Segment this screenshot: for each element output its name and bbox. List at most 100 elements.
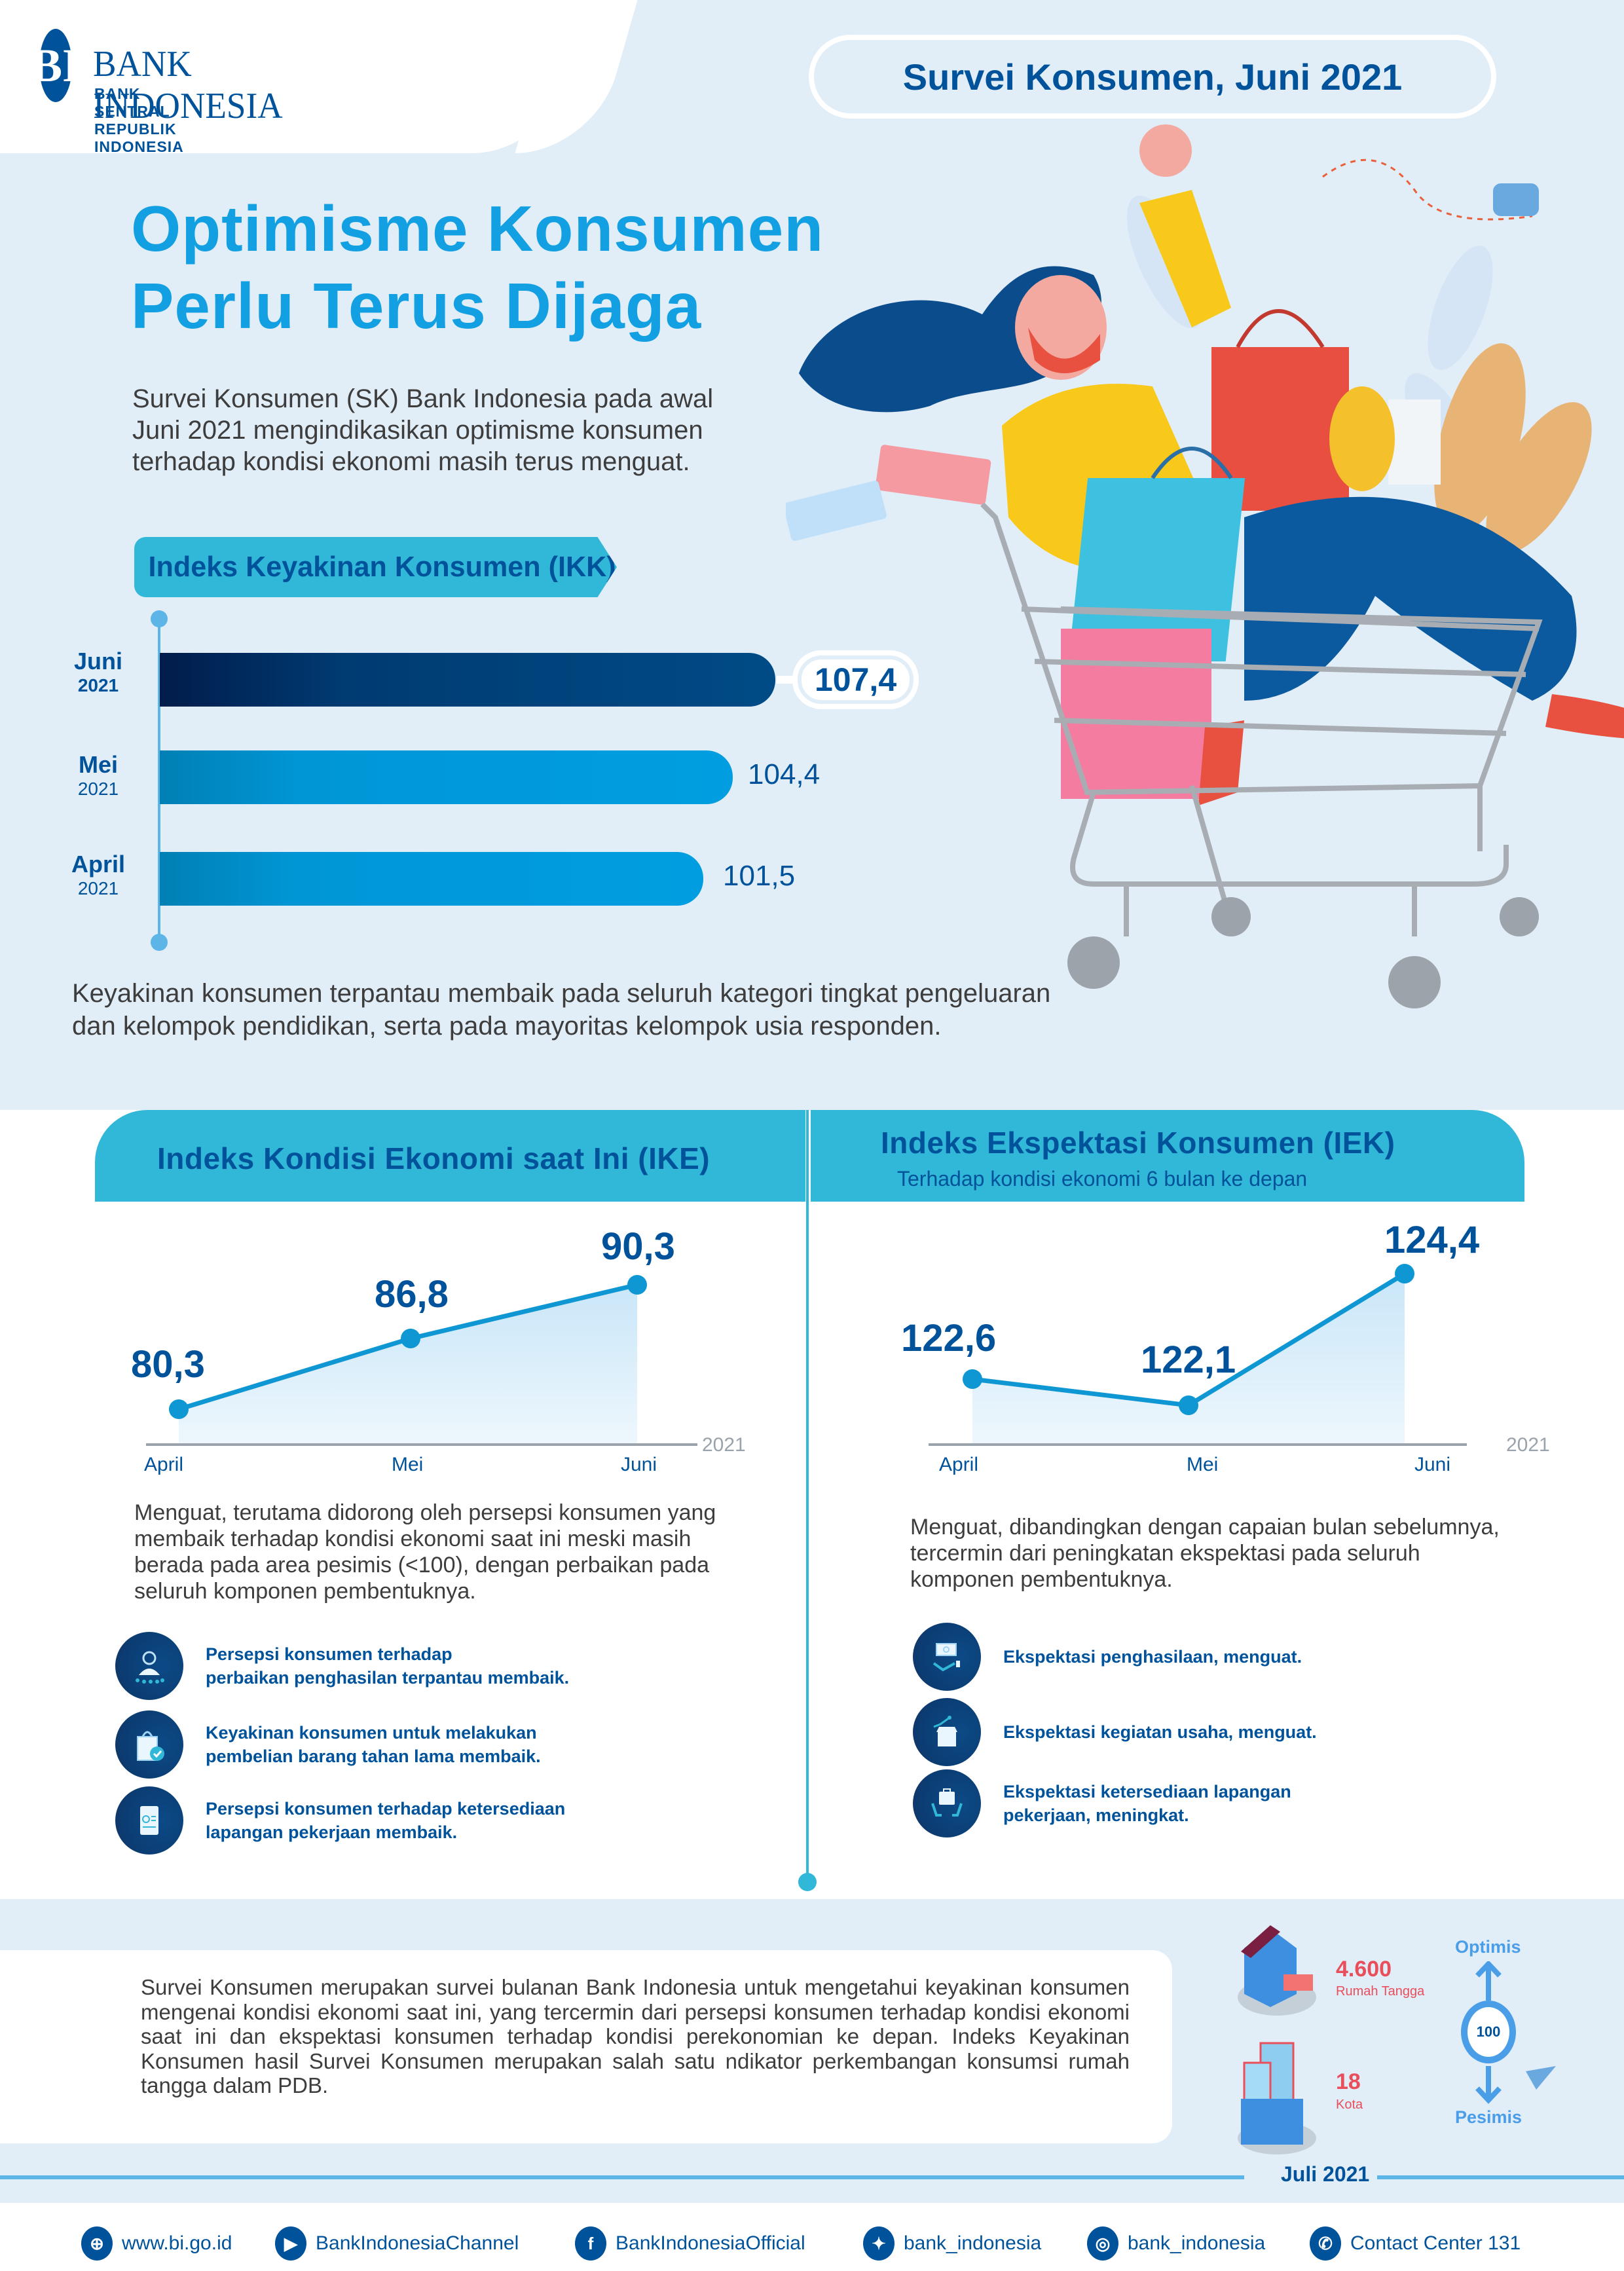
cities-label: Kota bbox=[1336, 2097, 1363, 2112]
ikk-bar bbox=[160, 750, 733, 804]
shop-growth-icon bbox=[913, 1698, 981, 1766]
building-icon bbox=[1238, 2042, 1316, 2154]
bullet-text: Persepsi konsumen terhadap perbaikan pen… bbox=[206, 1644, 570, 1688]
shopping-cart-woman-illustration bbox=[786, 124, 1624, 1008]
youtube-icon: ▶ bbox=[275, 2226, 306, 2261]
ike-description: Menguat, terutama didorong oleh persepsi… bbox=[134, 1500, 716, 1604]
iek-value-mei: 122,1 bbox=[1141, 1339, 1236, 1381]
iek-tick-mei: Mei bbox=[1187, 1454, 1219, 1475]
ikk-year: 2021 bbox=[77, 779, 119, 799]
release-month: Juli 2021 bbox=[1273, 2162, 1378, 2187]
house-icon bbox=[1238, 1925, 1316, 2016]
scale-optimis-label: Optimis bbox=[1455, 1937, 1521, 1957]
ike-bullet: Persepsi konsumen terhadap perbaikan pen… bbox=[115, 1632, 569, 1700]
iek-bullet: Ekspektasi kegiatan usaha, menguat. bbox=[913, 1698, 1317, 1766]
bi-logo-icon: BI bbox=[31, 29, 81, 102]
twitter-icon: ✦ bbox=[863, 2226, 895, 2261]
ikk-month: Mei bbox=[78, 751, 118, 778]
headline-line-1: Optimisme Konsumen bbox=[131, 193, 824, 265]
footer-link-label: bank_indonesia bbox=[904, 2232, 1042, 2254]
ikk-year: 2021 bbox=[77, 878, 119, 898]
scale-arrows-icon bbox=[1475, 1961, 1502, 2104]
ike-tick-mei: Mei bbox=[392, 1454, 424, 1475]
iek-tick-april: April bbox=[939, 1454, 979, 1475]
footer-link-youtube[interactable]: ▶ BankIndonesiaChannel bbox=[275, 2226, 519, 2261]
iek-panel-header bbox=[811, 1110, 1524, 1202]
bullet-text: Keyakinan konsumen untuk melakukan pembe… bbox=[206, 1723, 541, 1766]
iek-value-april: 122,6 bbox=[901, 1317, 997, 1359]
ike-tick-juni: Juni bbox=[621, 1454, 657, 1475]
survey-period-badge: Survei Konsumen, Juni 2021 bbox=[809, 35, 1496, 119]
footer bbox=[0, 2203, 1624, 2271]
iek-value-juni: 124,4 bbox=[1384, 1219, 1480, 1261]
footer-link-label: Contact Center 131 bbox=[1350, 2232, 1521, 2254]
about-paragraph: Survei Konsumen merupakan survei bulanan… bbox=[141, 1975, 1130, 2097]
ike-year-label: 2021 bbox=[702, 1434, 746, 1456]
divider-dot bbox=[798, 1873, 817, 1891]
footer-link-label: www.bi.go.id bbox=[122, 2232, 232, 2254]
ikk-axis-line bbox=[158, 618, 160, 942]
ike-value-mei: 86,8 bbox=[375, 1273, 449, 1316]
iek-bullet: Ekspektasi penghasilaan, menguat. bbox=[913, 1623, 1302, 1691]
scale-threshold-ring: 100 bbox=[1461, 2001, 1516, 2063]
footer-link-label: bank_indonesia bbox=[1128, 2232, 1266, 2254]
iek-tick-juni: Juni bbox=[1414, 1454, 1451, 1475]
ikk-value: 104,4 bbox=[748, 758, 821, 790]
footer-link-contact[interactable]: ✆ Contact Center 131 bbox=[1310, 2226, 1521, 2261]
bottom-rule-right bbox=[1342, 2175, 1624, 2179]
ike-value-april: 80,3 bbox=[131, 1343, 205, 1386]
ike-line-chart bbox=[146, 1275, 697, 1446]
iek-bullet: Ekspektasi ketersediaan lapangan pekerja… bbox=[913, 1769, 1291, 1837]
footer-link-label: BankIndonesiaChannel bbox=[316, 2232, 519, 2254]
ikk-value: 101,5 bbox=[723, 860, 796, 892]
ike-bullet: Persepsi konsumen terhadap ketersediaan … bbox=[115, 1786, 565, 1855]
ike-bullet: Keyakinan konsumen untuk melakukan pembe… bbox=[115, 1710, 541, 1779]
iek-subtitle: Terhadap kondisi ekonomi 6 bulan ke depa… bbox=[897, 1167, 1308, 1191]
shopping-bag-check-icon bbox=[115, 1710, 183, 1779]
instagram-icon: ◎ bbox=[1087, 2226, 1118, 2261]
footer-link-instagram[interactable]: ◎ bank_indonesia bbox=[1087, 2226, 1265, 2261]
indices-card bbox=[0, 1110, 1624, 1899]
axis-bottom-dot bbox=[151, 934, 168, 951]
facebook-icon: f bbox=[575, 2226, 606, 2261]
scale-pesimis-label: Pesimis bbox=[1455, 2107, 1522, 2127]
bottom-rule-left bbox=[0, 2175, 1244, 2179]
households-label: Rumah Tangga bbox=[1336, 1984, 1425, 1999]
headline-line-2: Perlu Terus Dijaga bbox=[131, 270, 702, 342]
ike-tick-april: April bbox=[144, 1454, 184, 1475]
ikk-month: Juni bbox=[73, 648, 122, 674]
ikk-title-tag: Indeks Keyakinan Konsumen (IKK) bbox=[134, 537, 617, 597]
iek-line-chart bbox=[929, 1264, 1467, 1446]
footer-link-label: BankIndonesiaOfficial bbox=[616, 2232, 805, 2254]
ikk-year: 2021 bbox=[77, 675, 119, 695]
ikk-bar bbox=[160, 653, 775, 707]
job-application-icon bbox=[115, 1786, 183, 1855]
people-rating-icon bbox=[115, 1632, 183, 1700]
cities-count: 18 bbox=[1336, 2069, 1361, 2094]
footer-link-twitter[interactable]: ✦ bank_indonesia bbox=[863, 2226, 1041, 2261]
bank-subtitle: BANK SENTRAL REPUBLIK INDONESIA bbox=[94, 85, 184, 155]
money-hand-icon bbox=[913, 1623, 981, 1691]
ikk-note: Keyakinan konsumen terpantau membaik pad… bbox=[72, 979, 1051, 1041]
page-title: Optimisme Konsumen Perlu Terus Dijaga bbox=[131, 190, 824, 344]
footer-link-website[interactable]: ⊕ www.bi.go.id bbox=[81, 2226, 232, 2261]
briefcase-hands-icon bbox=[913, 1769, 981, 1837]
iek-description: Menguat, dibandingkan dengan capaian bul… bbox=[910, 1515, 1500, 1592]
paper-plane-icon bbox=[1526, 2066, 1556, 2090]
ike-title: Indeks Kondisi Ekonomi saat Ini (IKE) bbox=[157, 1141, 710, 1175]
footer-link-facebook[interactable]: f BankIndonesiaOfficial bbox=[575, 2226, 805, 2261]
ike-value-juni: 90,3 bbox=[601, 1225, 675, 1268]
ike-panel-header bbox=[95, 1110, 805, 1202]
bank-name: BANK INDONESIA bbox=[93, 44, 283, 126]
bullet-text: Ekspektasi kegiatan usaha, menguat. bbox=[1003, 1722, 1317, 1742]
ikk-value-highlight: 107,4 bbox=[792, 650, 919, 709]
bullet-text: Ekspektasi penghasilaan, menguat. bbox=[1003, 1647, 1302, 1667]
about-card bbox=[0, 1950, 1172, 2143]
households-count: 4.600 bbox=[1336, 1957, 1392, 1982]
bullet-text: Persepsi konsumen terhadap ketersediaan … bbox=[206, 1799, 566, 1842]
intro-paragraph: Survei Konsumen (SK) Bank Indonesia pada… bbox=[132, 384, 714, 476]
phone-icon: ✆ bbox=[1310, 2226, 1341, 2261]
logo-panel bbox=[0, 0, 589, 153]
bullet-text: Ekspektasi ketersediaan lapangan pekerja… bbox=[1003, 1782, 1291, 1825]
thumbs-up-icon bbox=[1493, 183, 1539, 216]
